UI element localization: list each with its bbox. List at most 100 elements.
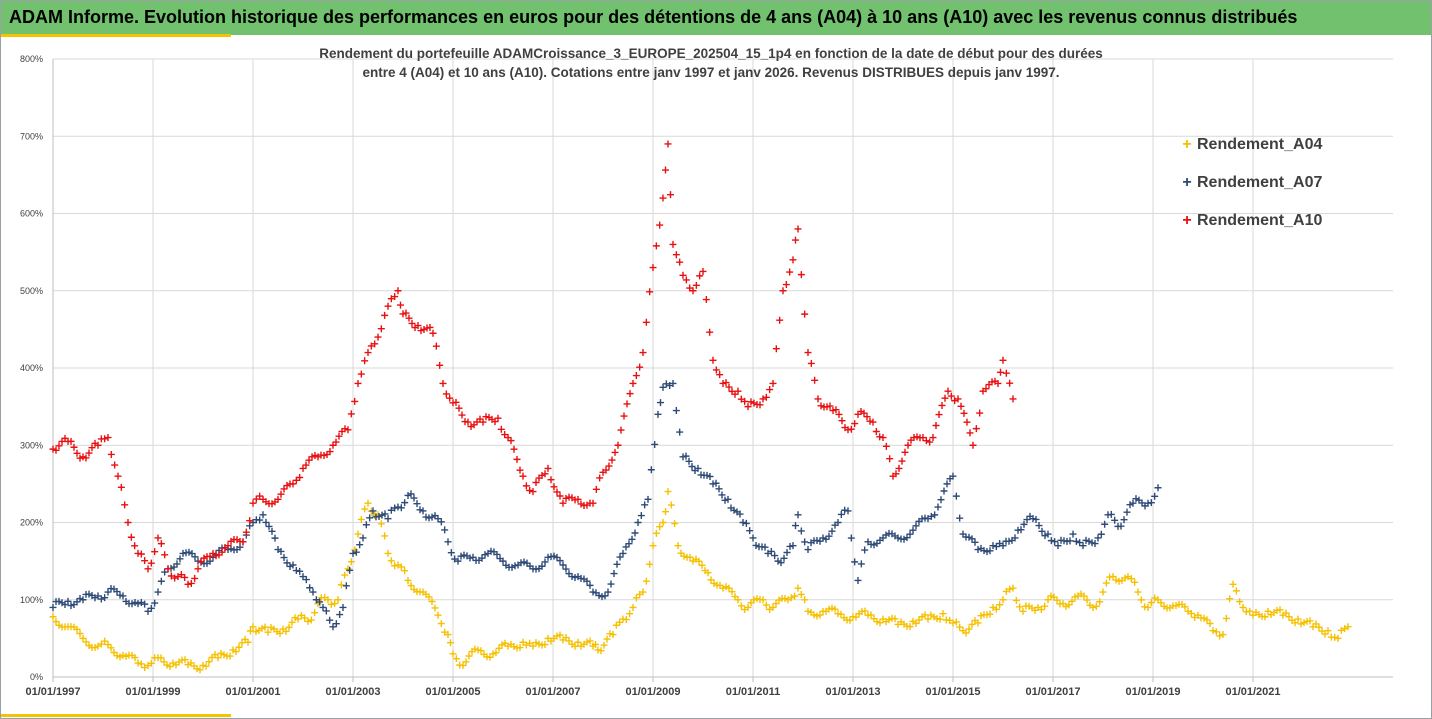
- data-point-rendement-a07: [956, 514, 964, 522]
- data-point-rendement-a07: [767, 547, 775, 555]
- data-point-rendement-a10: [941, 394, 949, 402]
- data-point-rendement-a10: [559, 499, 567, 507]
- data-point-rendement-a10: [344, 426, 352, 434]
- data-point-rendement-a10: [184, 580, 192, 588]
- data-point-rendement-a04: [516, 644, 524, 652]
- data-point-rendement-a07: [141, 600, 149, 608]
- legend-item-a04: + Rendement_A04: [1179, 126, 1322, 164]
- data-point-rendement-a04: [232, 648, 240, 656]
- data-point-rendement-a04: [76, 629, 84, 637]
- data-point-rendement-a07: [662, 380, 670, 388]
- data-point-rendement-a07: [837, 510, 845, 518]
- data-point-rendement-a10: [296, 473, 304, 481]
- data-point-rendement-a10: [779, 287, 787, 295]
- data-point-rendement-a10: [629, 379, 637, 387]
- data-point-rendement-a10: [623, 400, 631, 408]
- data-point-rendement-a04: [1222, 614, 1230, 622]
- data-point-rendement-a10: [935, 411, 943, 419]
- data-point-rendement-a10: [147, 559, 155, 567]
- data-point-rendement-a07: [780, 554, 788, 562]
- data-point-rendement-a04: [622, 616, 630, 624]
- data-point-rendement-a07: [715, 485, 723, 493]
- plus-marker-icon: +: [1182, 174, 1192, 191]
- data-point-rendement-a04: [939, 610, 947, 618]
- data-point-rendement-a10: [759, 395, 767, 403]
- data-point-rendement-a04: [1102, 579, 1110, 587]
- data-point-rendement-a07: [316, 598, 324, 606]
- data-point-rendement-a04: [707, 576, 715, 584]
- accent-bar-bottom: [1, 714, 231, 717]
- data-point-rendement-a04: [1012, 596, 1020, 604]
- data-point-rendement-a07: [986, 547, 994, 555]
- data-point-rendement-a07: [797, 527, 805, 535]
- data-point-rendement-a04: [1083, 596, 1091, 604]
- data-point-rendement-a10: [151, 548, 159, 556]
- data-point-rendement-a04: [235, 643, 243, 651]
- data-point-rendement-a04: [1294, 615, 1302, 623]
- data-point-rendement-a04: [952, 618, 960, 626]
- data-point-rendement-a10: [895, 464, 903, 472]
- data-point-rendement-a10: [954, 395, 962, 403]
- data-point-rendement-a07: [682, 452, 690, 460]
- data-point-rendement-a04: [381, 532, 389, 540]
- data-point-rendement-a07: [541, 558, 549, 566]
- data-point-rendement-a10: [725, 383, 733, 391]
- data-point-rendement-a10: [782, 281, 790, 289]
- data-point-rendement-a04: [428, 598, 436, 606]
- data-point-rendement-a04: [639, 588, 647, 596]
- data-point-rendement-a07: [1020, 520, 1028, 528]
- data-point-rendement-a10: [801, 310, 809, 318]
- legend-label: Rendement_A10: [1197, 212, 1323, 229]
- data-point-rendement-a10: [664, 140, 672, 148]
- y-tick-label: 600%: [20, 209, 43, 219]
- data-point-rendement-a04: [357, 515, 365, 523]
- data-point-rendement-a07: [861, 546, 869, 554]
- data-point-rendement-a04: [249, 623, 257, 631]
- data-point-rendement-a07: [851, 558, 859, 566]
- data-point-rendement-a04: [646, 560, 654, 568]
- data-point-rendement-a10: [669, 240, 677, 248]
- data-point-rendement-a04: [686, 553, 694, 561]
- data-point-rendement-a04: [667, 501, 675, 509]
- data-point-rendement-a10: [904, 441, 912, 449]
- data-point-rendement-a07: [651, 440, 659, 448]
- data-point-rendement-a04: [196, 666, 204, 674]
- data-point-rendement-a10: [886, 455, 894, 463]
- data-point-rendement-a07: [94, 592, 102, 600]
- data-point-rendement-a07: [631, 529, 639, 537]
- data-point-rendement-a04: [344, 565, 352, 573]
- data-point-rendement-a04: [364, 499, 372, 507]
- data-point-rendement-a07: [362, 521, 370, 529]
- data-point-rendement-a07: [1076, 539, 1084, 547]
- data-point-rendement-a04: [949, 619, 957, 627]
- data-point-rendement-a07: [271, 534, 279, 542]
- data-point-rendement-a10: [117, 483, 125, 491]
- data-point-rendement-a07: [1101, 520, 1109, 528]
- data-point-rendement-a07: [1097, 530, 1105, 538]
- data-point-rendement-a04: [996, 601, 1004, 609]
- data-point-rendement-a10: [94, 441, 102, 449]
- data-point-rendement-a07: [943, 480, 951, 488]
- data-point-rendement-a04: [334, 596, 342, 604]
- data-point-rendement-a10: [289, 480, 297, 488]
- x-tick-label: 01/01/1997: [25, 686, 80, 698]
- data-point-rendement-a10: [1006, 379, 1014, 387]
- data-point-rendement-a07: [1051, 538, 1059, 546]
- legend-label: Rendement_A07: [1197, 174, 1323, 191]
- data-point-rendement-a10: [929, 434, 937, 442]
- data-point-rendement-a07: [306, 584, 314, 592]
- chart-title: Rendement du portefeuille ADAMCroissance…: [161, 44, 1261, 82]
- data-point-rendement-a10: [256, 492, 264, 500]
- data-point-rendement-a04: [1206, 620, 1214, 628]
- y-tick-label: 700%: [20, 131, 43, 141]
- data-point-rendement-a10: [529, 488, 537, 496]
- data-point-rendement-a07: [616, 553, 624, 561]
- data-point-rendement-a07: [825, 532, 833, 540]
- data-point-rendement-a10: [519, 472, 527, 480]
- data-point-rendement-a04: [307, 616, 315, 624]
- data-point-rendement-a07: [538, 562, 546, 570]
- data-point-rendement-a10: [547, 476, 555, 484]
- x-tick-label: 01/01/2011: [726, 686, 780, 698]
- data-point-rendement-a04: [465, 652, 473, 660]
- data-point-rendement-a10: [114, 472, 122, 480]
